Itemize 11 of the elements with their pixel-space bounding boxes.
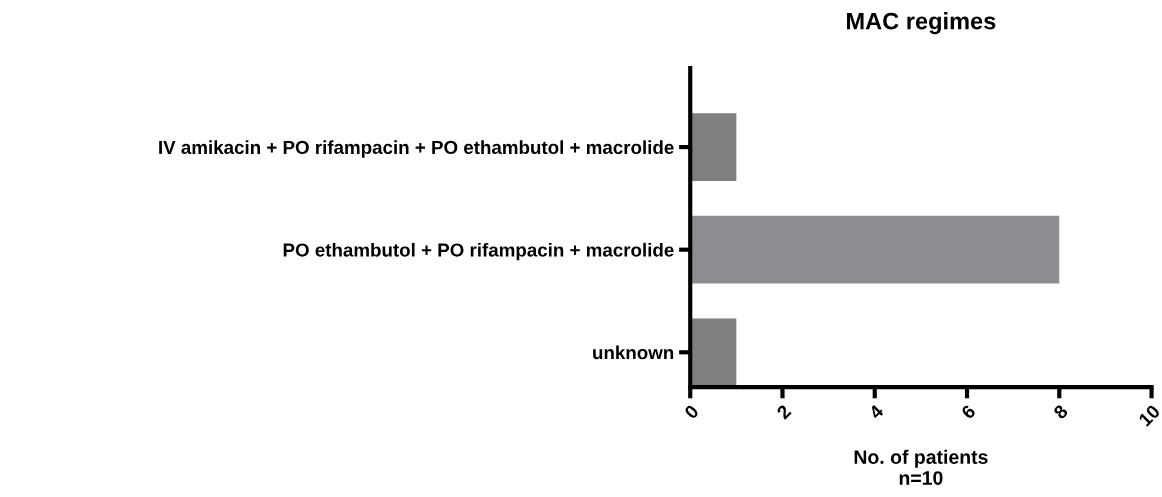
- x-tick-label: 8: [1052, 403, 1069, 420]
- y-tick-label: IV amikacin + PO rifampacin + PO ethambutol + macrolide: [159, 140, 674, 158]
- x-tick-label: 6: [960, 403, 977, 420]
- x-tick-label: 0: [683, 404, 700, 420]
- y-tick-label: unknown: [593, 345, 674, 360]
- x-axis-title: No. of patients n=10: [854, 449, 988, 485]
- y-tick-label: PO ethambutol + PO rifampacin + macrolide: [283, 242, 674, 261]
- chart-title: MAC regimes: [847, 12, 996, 35]
- x-tick-label: 2: [775, 404, 792, 420]
- x-tick-label: 4: [868, 403, 885, 420]
- x-tick-label: 10: [1137, 404, 1161, 427]
